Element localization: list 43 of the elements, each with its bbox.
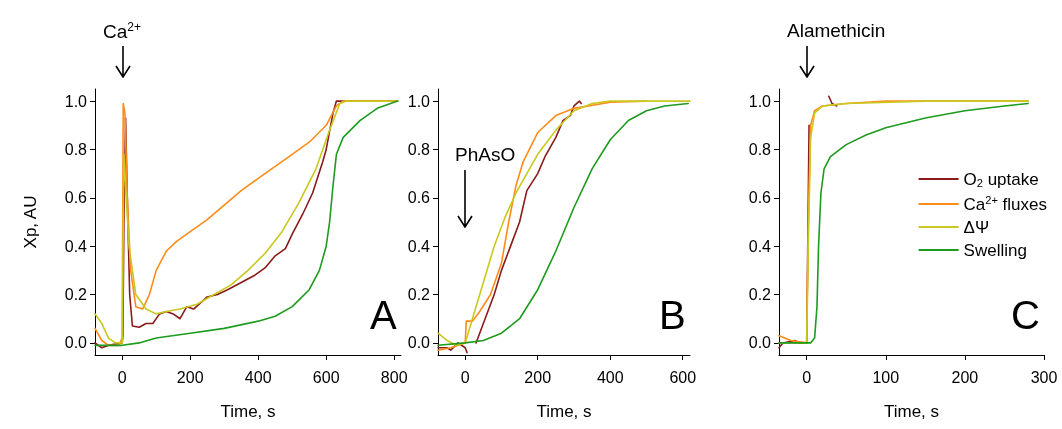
y-tick-label: 0.0 — [748, 334, 772, 352]
y-tick-label: 0.6 — [64, 189, 88, 207]
legend-label: Swelling — [963, 240, 1027, 260]
y-tick-label: 0.2 — [407, 286, 431, 304]
y-tick-label: 0.2 — [748, 286, 772, 304]
x-axis-title: Time, s — [883, 402, 940, 421]
annotation: A — [370, 293, 397, 338]
y-tick-label: 1.0 — [407, 92, 431, 110]
legend-label: ΔΨ — [963, 217, 990, 237]
y-tick-label: 0.4 — [407, 237, 431, 255]
y-tick-label: 0.0 — [64, 334, 88, 352]
y-tick-label: 1.0 — [748, 92, 772, 110]
x-tick-label: 400 — [244, 368, 272, 386]
y-tick-label: 0.4 — [64, 237, 88, 255]
y-tick-label: 0.0 — [407, 334, 431, 352]
annotation: B — [659, 293, 686, 338]
text: Alamethicin — [787, 20, 886, 42]
y-axis-title: Xp, AU — [21, 195, 40, 249]
x-tick-label: 0 — [117, 368, 127, 386]
y-tick-label: 0.2 — [64, 286, 88, 304]
x-tick-label: 400 — [596, 368, 624, 386]
x-tick-label: 600 — [669, 368, 697, 386]
y-tick-label: 0.6 — [748, 189, 772, 207]
x-axis-title: Time, s — [220, 402, 276, 421]
y-tick-label: 0.8 — [407, 140, 431, 158]
x-tick-label: 0 — [460, 368, 470, 386]
x-tick-label: 600 — [312, 368, 340, 386]
x-tick-label: 200 — [951, 368, 979, 386]
x-tick-label: 300 — [1030, 368, 1058, 386]
x-tick-label: 0 — [802, 368, 812, 386]
y-tick-label: 0.8 — [748, 140, 772, 158]
text: Ca$^{2+}$ — [103, 20, 141, 44]
x-tick-label: 100 — [872, 368, 900, 386]
x-axis-title: Time, s — [536, 402, 592, 421]
y-tick-label: 1.0 — [64, 92, 88, 110]
x-tick-label: 200 — [176, 368, 204, 386]
x-tick-label: 200 — [524, 368, 552, 386]
y-tick-label: 0.8 — [64, 140, 88, 158]
annotation: C — [1011, 293, 1040, 338]
y-tick-label: 0.6 — [407, 189, 431, 207]
x-tick-label: 800 — [380, 368, 408, 386]
annotation: PhAsO — [455, 144, 516, 166]
y-tick-label: 0.4 — [748, 237, 772, 255]
